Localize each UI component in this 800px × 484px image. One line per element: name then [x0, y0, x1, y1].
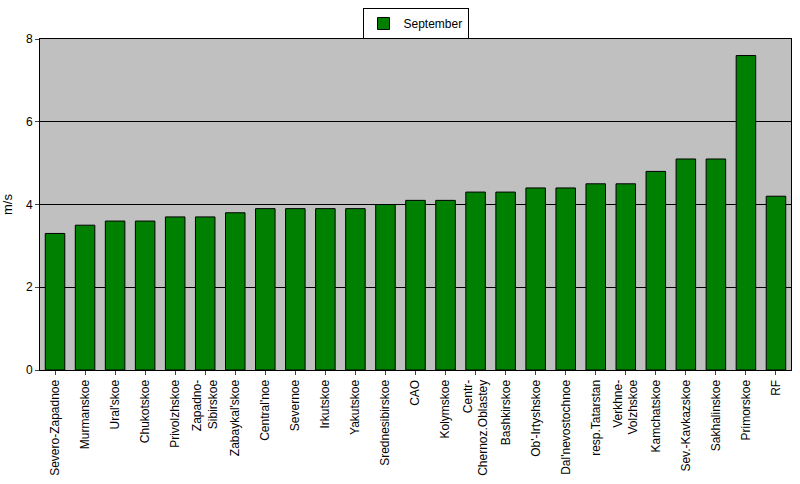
svg-text:Kolymskoe: Kolymskoe: [438, 379, 452, 438]
svg-text:Murmanskoe: Murmanskoe: [78, 379, 92, 449]
svg-text:resp.Tatarstan: resp.Tatarstan: [589, 380, 603, 456]
svg-text:Yakutskoe: Yakutskoe: [348, 379, 362, 434]
svg-text:Primorskoe: Primorskoe: [739, 379, 753, 440]
svg-text:Severo-Zapadnoe: Severo-Zapadnoe: [48, 379, 62, 475]
svg-text:September: September: [404, 17, 463, 31]
svg-text:Irkutskoe: Irkutskoe: [318, 379, 332, 428]
svg-text:6: 6: [26, 115, 33, 129]
svg-text:m/s: m/s: [0, 194, 15, 215]
svg-text:2: 2: [26, 280, 33, 294]
svg-text:Ural'skoe: Ural'skoe: [108, 379, 122, 429]
svg-text:4: 4: [26, 198, 33, 212]
svg-text:Severnoe: Severnoe: [288, 379, 302, 431]
svg-text:Sev.-Kavkazskoe: Sev.-Kavkazskoe: [679, 379, 693, 471]
svg-text:Sakhalinskoe: Sakhalinskoe: [709, 379, 723, 451]
svg-text:Kamchatskoe: Kamchatskoe: [649, 379, 663, 452]
svg-text:Verkhne-Volzhskoe: Verkhne-Volzhskoe: [611, 379, 641, 434]
svg-text:CAO: CAO: [408, 380, 422, 406]
svg-text:Bashkirskoe: Bashkirskoe: [499, 379, 513, 445]
svg-text:Zapadno-Sibirskoe: Zapadno-Sibirskoe: [190, 379, 220, 431]
svg-text:Ob'-Irtyshskoe: Ob'-Irtyshskoe: [529, 379, 543, 456]
svg-text:Chukotskoe: Chukotskoe: [138, 379, 152, 443]
svg-text:Zabaykal'skoe: Zabaykal'skoe: [228, 379, 242, 456]
svg-text:Dal'nevostochnoe: Dal'nevostochnoe: [559, 379, 573, 474]
svg-text:Central'noe: Central'noe: [258, 379, 272, 440]
svg-text:0: 0: [26, 363, 33, 377]
svg-text:8: 8: [26, 32, 33, 46]
svg-text:Srednesibirskoe: Srednesibirskoe: [378, 379, 392, 465]
svg-text:RF: RF: [769, 380, 783, 396]
svg-text:Centr-Chernoz.Oblastey: Centr-Chernoz.Oblastey: [461, 380, 491, 476]
svg-text:Privolzhskoe: Privolzhskoe: [168, 379, 182, 447]
